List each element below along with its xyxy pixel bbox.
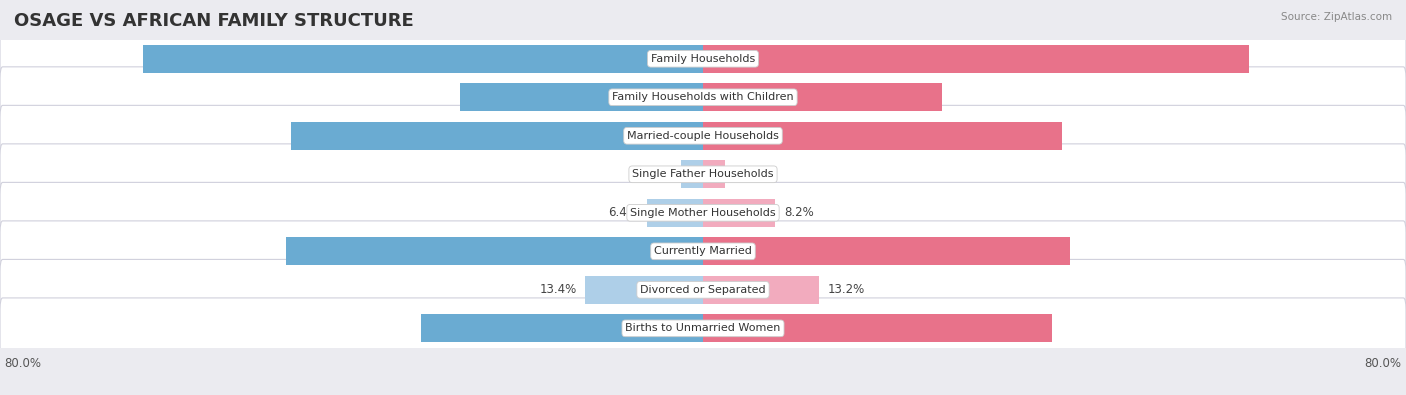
Text: OSAGE VS AFRICAN FAMILY STRUCTURE: OSAGE VS AFRICAN FAMILY STRUCTURE <box>14 12 413 30</box>
Text: Currently Married: Currently Married <box>654 246 752 256</box>
Text: 27.2%: 27.2% <box>675 91 716 104</box>
Bar <box>461 83 703 111</box>
Bar <box>143 45 703 73</box>
Text: Married-couple Households: Married-couple Households <box>627 131 779 141</box>
Bar <box>285 237 703 265</box>
Text: 2.5%: 2.5% <box>643 168 672 181</box>
Bar <box>703 199 775 227</box>
Bar <box>703 314 1052 342</box>
Bar <box>703 45 1249 73</box>
Text: 32.1%: 32.1% <box>690 322 731 335</box>
Bar <box>681 160 703 188</box>
Text: 47.5%: 47.5% <box>690 245 731 258</box>
FancyBboxPatch shape <box>0 260 1406 320</box>
Bar <box>420 314 703 342</box>
Text: 13.2%: 13.2% <box>828 283 865 296</box>
Text: 39.7%: 39.7% <box>675 322 716 335</box>
Bar <box>703 160 725 188</box>
Text: 2.5%: 2.5% <box>734 168 763 181</box>
Text: 6.4%: 6.4% <box>609 206 638 219</box>
FancyBboxPatch shape <box>0 105 1406 166</box>
FancyBboxPatch shape <box>0 221 1406 282</box>
Text: 8.2%: 8.2% <box>785 206 814 219</box>
Text: Family Households: Family Households <box>651 54 755 64</box>
Text: Divorced or Separated: Divorced or Separated <box>640 285 766 295</box>
Bar <box>585 276 703 304</box>
Bar <box>647 199 703 227</box>
Text: 80.0%: 80.0% <box>4 357 41 370</box>
Bar <box>703 276 818 304</box>
Text: 27.6%: 27.6% <box>690 91 731 104</box>
Text: 62.1%: 62.1% <box>675 52 716 65</box>
Text: Family Households with Children: Family Households with Children <box>612 92 794 102</box>
Text: Births to Unmarried Women: Births to Unmarried Women <box>626 324 780 333</box>
Bar <box>703 122 1063 150</box>
FancyBboxPatch shape <box>0 67 1406 128</box>
FancyBboxPatch shape <box>0 28 1406 89</box>
Text: Single Father Households: Single Father Households <box>633 169 773 179</box>
Text: 46.9%: 46.9% <box>690 129 731 142</box>
Bar <box>703 83 942 111</box>
Text: Source: ZipAtlas.com: Source: ZipAtlas.com <box>1281 12 1392 22</box>
Text: Single Mother Households: Single Mother Households <box>630 208 776 218</box>
Text: 41.8%: 41.8% <box>675 245 716 258</box>
Text: 80.0%: 80.0% <box>1365 357 1402 370</box>
FancyBboxPatch shape <box>0 298 1406 359</box>
FancyBboxPatch shape <box>0 182 1406 243</box>
Text: 63.7%: 63.7% <box>690 52 731 65</box>
Text: 13.4%: 13.4% <box>540 283 576 296</box>
FancyBboxPatch shape <box>0 144 1406 205</box>
Bar <box>291 122 703 150</box>
Bar <box>703 237 1070 265</box>
Text: 40.9%: 40.9% <box>675 129 716 142</box>
